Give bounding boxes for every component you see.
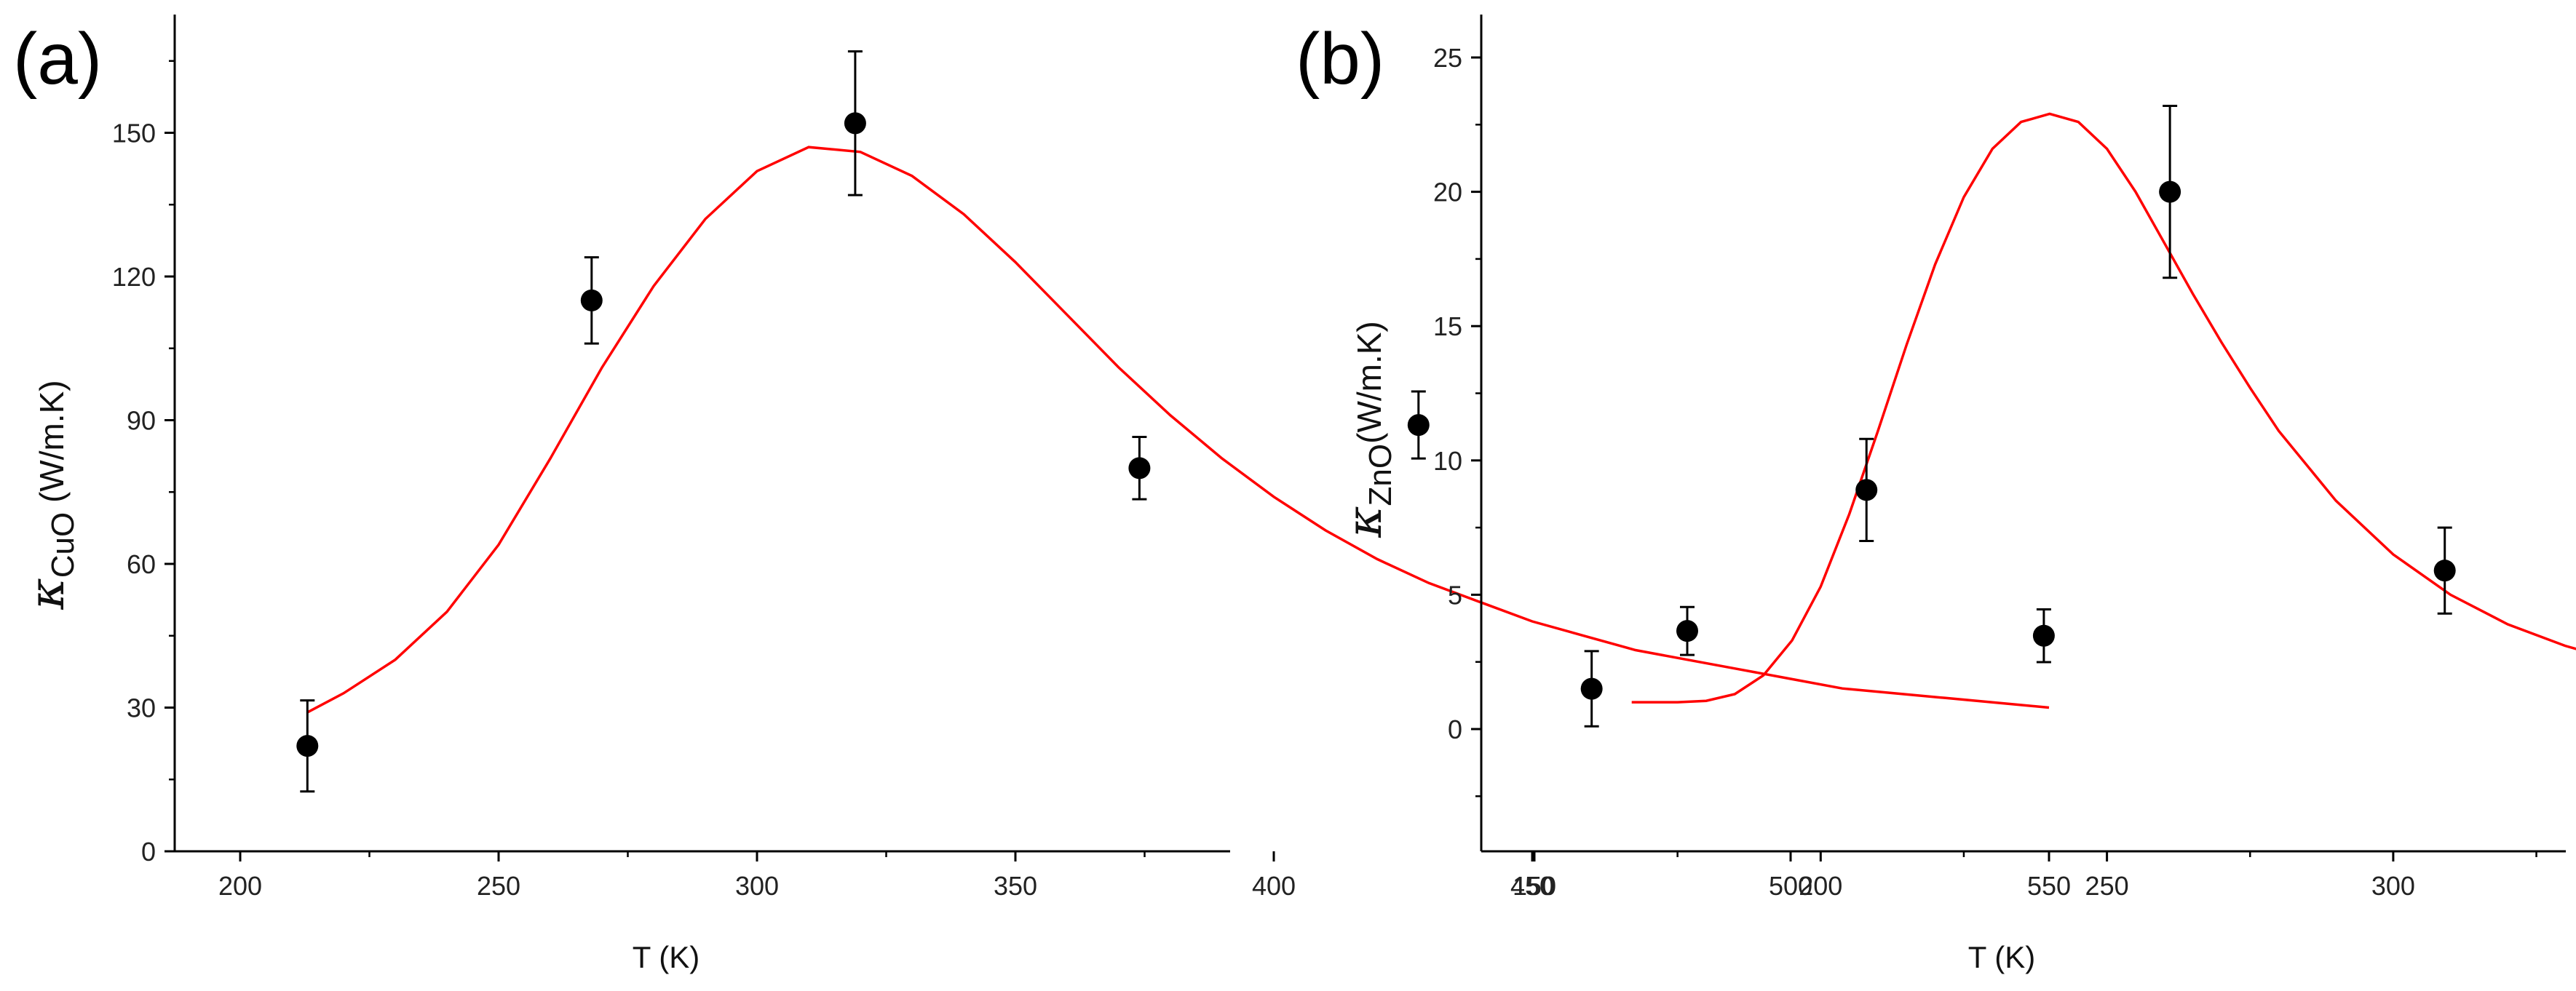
data-point-marker [580,289,603,311]
y-tick-label: 10 [1433,446,1462,476]
fit-curve-a [306,146,2050,714]
y-tick-label: 150 [112,119,156,148]
panel-label-a: (a) [13,18,102,100]
y-tick-label: 30 [127,693,156,723]
x-tick-label: 200 [218,871,262,901]
y-tick-label: 0 [1448,715,1462,744]
y-tick-label: 0 [141,837,156,867]
y-axis-subscript-a: CuO [45,512,81,578]
data-point-marker [1580,677,1603,700]
y-axis-unit-b: (W/m.K) [1350,321,1388,444]
data-point [1676,605,1698,656]
x-tick-label: 150 [1513,871,1556,901]
data-point-marker [1676,620,1698,642]
data-point-marker [2159,180,2181,203]
x-tick-label: 250 [477,871,520,901]
y-ticks-b: 0 5 10 15 20 25 [1433,43,1481,797]
data-points-a [296,50,2055,793]
x-tick-label: 500 [1769,871,1812,901]
data-point [580,256,603,345]
y-tick-label: 60 [127,549,156,579]
data-point [1128,436,1151,501]
y-axis-unit-a: (W/m.K) [33,380,71,512]
y-tick-label: 15 [1433,311,1462,341]
data-point-marker [2032,624,2055,647]
panel-b-zno-conductivity: (b) κZnO(W/m.K) T (K) 0 5 10 15 20 25 150 200 2… [1296,15,2576,974]
x-tick-label: 350 [994,871,1037,901]
fit-curve-line [306,146,2050,714]
x-tick-label: 400 [1252,871,1296,901]
y-axis-subscript-b: ZnO [1363,444,1398,506]
y-tick-label: 5 [1448,580,1462,610]
y-tick-label: 90 [127,406,156,436]
x-axis-title-b: T (K) [1968,940,2036,974]
data-point-marker [1407,414,1430,437]
data-point [1855,437,1878,543]
x-tick-label: 300 [2371,871,2415,901]
y-tick-label: 20 [1433,178,1462,207]
data-point [2433,526,2456,615]
x-axis-title-a: T (K) [633,940,700,974]
data-point-marker [2433,560,2456,582]
y-tick-label: 25 [1433,43,1462,73]
x-tick-label: 450 [1510,871,1554,901]
x-ticks-a: 200 250 300 350 400 450 500 550 [218,851,2071,901]
data-point [2032,608,2055,664]
y-tick-label: 120 [112,262,156,292]
data-point [1407,390,1430,460]
y-axis-title-b: κZnO(W/m.K) [1336,321,1398,538]
data-point-marker [296,735,319,757]
data-point [2159,104,2181,279]
axes-frame-b [1480,15,2566,853]
x-tick-label: 300 [735,871,779,901]
y-axis-symbol-b: κ [1336,506,1392,538]
data-point-marker [1855,479,1878,501]
axes-frame-a [173,15,1230,853]
y-axis-symbol-a: κ [19,578,75,610]
fit-curve-line [1631,112,2576,704]
data-point-marker [844,112,866,135]
y-ticks-a: 0 30 60 90 120 150 [112,60,175,867]
data-point [1580,650,1603,728]
data-points-b [1580,104,2456,728]
data-point-marker [1128,457,1151,479]
fit-curve-b [1631,112,2576,704]
x-tick-label: 250 [2085,871,2129,901]
x-tick-label: 200 [1799,871,1842,901]
y-axis-title-a: κCuO (W/m.K) [19,380,81,610]
data-point [296,699,319,793]
panel-label-b: (b) [1296,18,1384,100]
data-point [844,50,866,196]
x-tick-label: 550 [2027,871,2071,901]
